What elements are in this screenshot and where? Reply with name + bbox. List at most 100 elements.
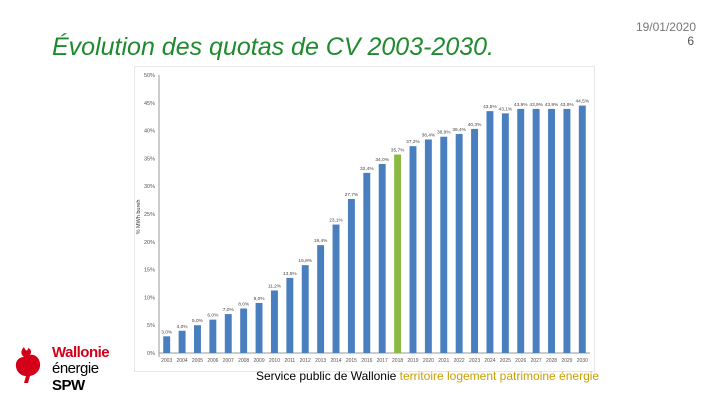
bar — [517, 108, 525, 353]
x-tick-label: 2026 — [515, 358, 526, 364]
page-number: 6 — [687, 34, 694, 48]
data-label: 34,0% — [375, 157, 389, 163]
data-label: 44,5% — [575, 99, 589, 105]
bar — [394, 154, 402, 353]
data-label: 23,1% — [329, 218, 343, 224]
x-tick-label: 2018 — [392, 358, 403, 364]
data-label: 19,4% — [314, 238, 328, 244]
bar — [194, 325, 201, 353]
data-label: 35,7% — [391, 148, 405, 154]
data-label: 13,5% — [283, 271, 297, 277]
x-tick-label: 2030 — [577, 358, 588, 364]
y-tick-label: 35% — [144, 156, 155, 162]
y-tick-label: 50% — [144, 73, 155, 79]
bar — [548, 108, 555, 353]
bar — [455, 133, 463, 353]
logo-wallonie: Wallonie — [52, 344, 110, 361]
y-axis-label: % MWh bureh — [136, 200, 142, 235]
bar — [440, 136, 448, 353]
y-tick-label: 25% — [144, 212, 155, 218]
footer-org: Service public de Wallonie — [256, 369, 397, 383]
data-label: 5,0% — [192, 318, 204, 324]
bar — [532, 108, 540, 353]
x-tick-label: 2007 — [223, 358, 234, 364]
bar — [563, 108, 571, 353]
bar-group — [163, 105, 586, 353]
data-label: 11,2% — [268, 283, 282, 289]
data-label: 37,2% — [406, 139, 420, 145]
data-label: 43,1% — [499, 106, 513, 112]
x-tick-label: 2003 — [161, 358, 172, 364]
data-label: 43,9% — [529, 102, 543, 108]
x-tick-label: 2028 — [546, 358, 557, 364]
data-label: 38,4% — [422, 132, 436, 138]
rooster-icon — [15, 347, 41, 383]
data-label: 7,0% — [223, 307, 235, 313]
data-label: 6,0% — [207, 313, 219, 319]
x-tick-label: 2011 — [284, 358, 295, 364]
y-tick-label: 10% — [144, 295, 155, 301]
x-tick-label: 2023 — [469, 358, 480, 364]
data-label: 43,9% — [545, 102, 559, 108]
data-label: 39,4% — [452, 127, 466, 133]
chart-area: 0% 5% 10% 15% 20% 25% 30% 35% 40% 45% 50% 3,0% 4,0%… — [134, 66, 595, 372]
quota-bar-chart: 0% 5% 10% 15% 20% 25% 30% 35% 40% 45% 50% 3,0% 4,0%… — [136, 73, 590, 364]
x-tick-label: 2019 — [407, 358, 418, 364]
x-tick-label: 2015 — [346, 358, 357, 364]
bar — [209, 319, 217, 353]
bar — [486, 111, 494, 353]
y-tick-label: 0% — [147, 351, 155, 357]
y-tick-label: 15% — [144, 268, 155, 274]
slide-title: Évolution des quotas de CV 2003-2030. — [52, 33, 494, 61]
bar — [224, 314, 232, 353]
x-tick-label: 2016 — [361, 358, 372, 364]
data-label: 43,9% — [560, 102, 574, 108]
x-tick-label: 2013 — [315, 358, 326, 364]
data-label: 9,0% — [254, 296, 266, 302]
x-tick-label: 2021 — [438, 358, 449, 364]
footer-tags: territoire logement patrimoine énergie — [399, 369, 600, 383]
bar — [501, 113, 509, 353]
bar — [378, 163, 386, 353]
y-tick-label: 45% — [144, 101, 155, 107]
x-tick-label: 2029 — [561, 358, 572, 364]
x-tick-label: 2012 — [300, 358, 311, 364]
x-tick-label: 2022 — [454, 358, 465, 364]
bar — [332, 224, 340, 353]
logo-energie: énergie — [52, 360, 99, 377]
x-tick-label: 2020 — [423, 358, 434, 364]
x-tick-label: 2006 — [207, 358, 218, 364]
data-label: 32,4% — [360, 166, 374, 172]
data-label: 4,0% — [177, 324, 189, 330]
bar — [347, 198, 355, 353]
data-label: 15,8% — [298, 258, 312, 264]
logo-spw: SPW — [52, 377, 85, 394]
data-label: 43,9% — [514, 102, 528, 108]
y-tick-group: 0% 5% 10% 15% 20% 25% 30% 35% 40% 45% 50% — [144, 73, 155, 357]
bar — [424, 139, 432, 353]
y-tick-label: 30% — [144, 184, 155, 190]
data-label: 3,0% — [161, 329, 173, 335]
data-label: 8,0% — [238, 302, 250, 308]
x-tick-label: 2009 — [253, 358, 264, 364]
x-tick-label: 2017 — [377, 358, 388, 364]
bar — [255, 302, 263, 353]
x-tick-label: 2008 — [238, 358, 249, 364]
x-tick-label: 2027 — [531, 358, 542, 364]
bar — [286, 277, 294, 353]
x-tick-group: 2003 2004 2005 2006 2007 2008 2009 2010 2011 2012… — [161, 358, 588, 364]
bar — [163, 336, 171, 353]
bar — [240, 308, 248, 353]
x-tick-label: 2025 — [500, 358, 511, 364]
wallonie-logo: Wallonie énergie SPW — [10, 343, 110, 403]
y-tick-label: 20% — [144, 240, 155, 246]
bar — [317, 245, 325, 353]
data-label: 40,3% — [468, 122, 482, 128]
data-label: 38,9% — [437, 130, 451, 136]
slide-date: 19/01/2020 — [635, 20, 696, 34]
x-tick-label: 2024 — [484, 358, 495, 364]
bar — [270, 290, 278, 353]
data-label: 27,7% — [345, 192, 359, 198]
bar — [409, 146, 417, 353]
x-tick-label: 2005 — [192, 358, 203, 364]
